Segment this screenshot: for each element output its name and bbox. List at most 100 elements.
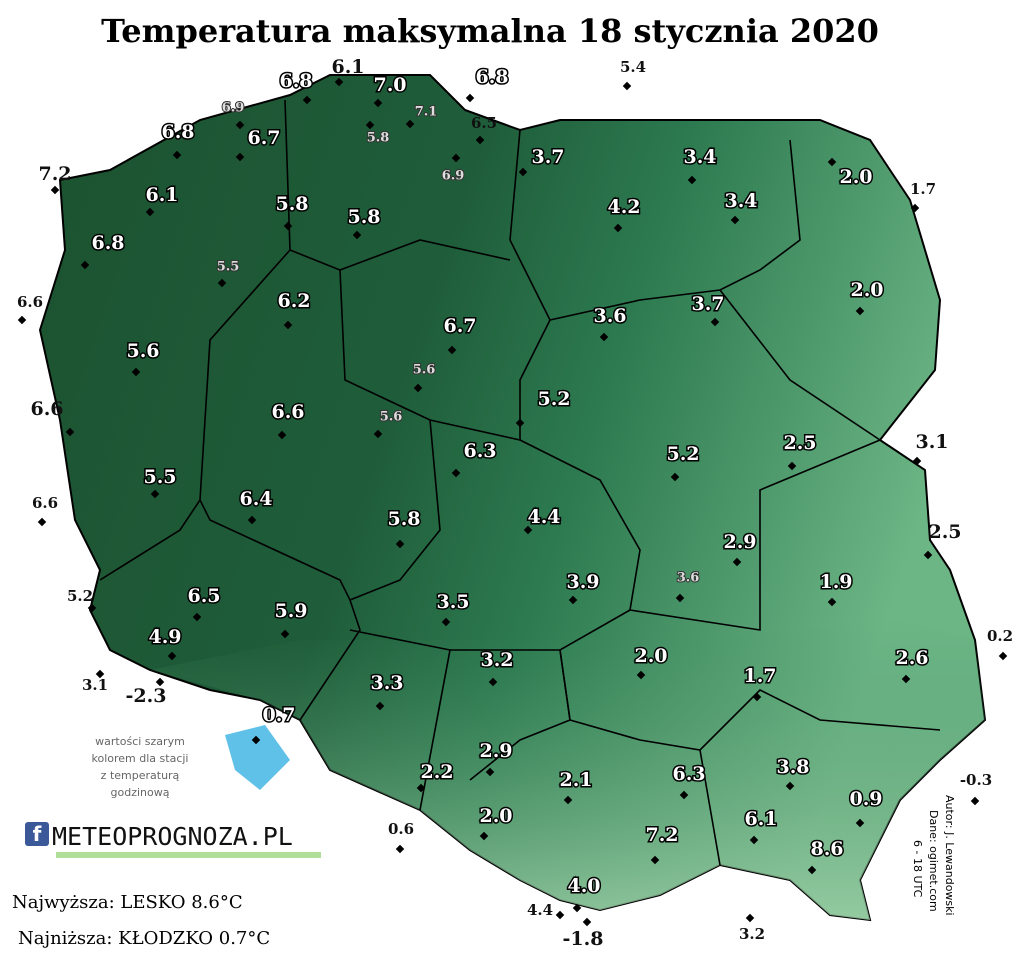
station-value: 0.7 bbox=[262, 704, 295, 726]
station-dot bbox=[787, 461, 797, 471]
station-value: 6.8 bbox=[279, 70, 312, 92]
station-dot bbox=[80, 260, 90, 270]
station-value: 2.2 bbox=[420, 761, 453, 783]
station-value: 5.6 bbox=[413, 363, 436, 378]
station-dot bbox=[451, 153, 461, 163]
station-dot bbox=[475, 135, 485, 145]
station-dot bbox=[745, 913, 755, 923]
station-value: 2.0 bbox=[479, 805, 512, 827]
station-dot bbox=[827, 597, 837, 607]
station-dot bbox=[599, 332, 609, 342]
station-value: 6.6 bbox=[17, 293, 43, 311]
station-dot bbox=[235, 120, 245, 130]
station-dot bbox=[283, 221, 293, 231]
station-value: 5.4 bbox=[620, 58, 646, 76]
station-value: 4.4 bbox=[527, 901, 553, 919]
station-value: 5.8 bbox=[347, 206, 380, 228]
station-dot bbox=[302, 95, 312, 105]
station-dot bbox=[283, 320, 293, 330]
station-dot bbox=[650, 855, 660, 865]
station-value: 2.0 bbox=[850, 279, 883, 301]
station-value: 6.7 bbox=[247, 127, 280, 149]
station-value: 3.4 bbox=[724, 190, 757, 212]
station-value: 6.8 bbox=[91, 232, 124, 254]
station-value: 6.1 bbox=[331, 56, 364, 78]
station-value: -0.3 bbox=[960, 771, 992, 789]
station-dot bbox=[582, 917, 592, 927]
station-dot bbox=[785, 781, 795, 791]
station-dot bbox=[277, 430, 287, 440]
station-value: 6.6 bbox=[271, 401, 304, 423]
station-value: 6.4 bbox=[239, 488, 272, 510]
station-value: 6.7 bbox=[443, 315, 476, 337]
station-dot bbox=[334, 77, 344, 87]
note-line: z temperaturą bbox=[101, 769, 180, 782]
station-dot bbox=[465, 93, 475, 103]
station-dot bbox=[563, 795, 573, 805]
station-dot bbox=[217, 278, 227, 288]
station-value: 5.2 bbox=[666, 443, 699, 465]
station-value: 2.0 bbox=[839, 166, 872, 188]
note-line: wartości szarym bbox=[95, 735, 185, 748]
station-dot bbox=[145, 207, 155, 217]
station-value: 2.9 bbox=[723, 531, 756, 553]
station-value: 3.3 bbox=[370, 672, 403, 694]
station-dot bbox=[416, 783, 426, 793]
note: wartości szarym kolorem dla stacji z tem… bbox=[92, 735, 189, 799]
station-value: 6.1 bbox=[145, 184, 178, 206]
station-dot bbox=[523, 525, 533, 535]
station-value: 7.2 bbox=[38, 163, 71, 185]
credit: Dane: ogimet.com bbox=[927, 810, 940, 912]
station-dot bbox=[710, 317, 720, 327]
station-value: 6.6 bbox=[32, 494, 58, 512]
station-value: 5.6 bbox=[380, 410, 403, 425]
station-value: 2.9 bbox=[479, 740, 512, 762]
station-dot bbox=[375, 701, 385, 711]
station-value: 3.6 bbox=[593, 305, 626, 327]
station-value: 6.9 bbox=[222, 101, 245, 116]
station-value: 7.0 bbox=[373, 74, 406, 96]
station-dot bbox=[37, 517, 47, 527]
station-value: 0.9 bbox=[849, 788, 882, 810]
title: Temperatura maksymalna 18 stycznia 2020 bbox=[101, 12, 879, 50]
station-dot bbox=[65, 427, 75, 437]
station-value: 1.7 bbox=[743, 665, 776, 687]
station-value: 6.8 bbox=[161, 121, 194, 143]
station-value: 5.9 bbox=[274, 600, 307, 622]
station-dot bbox=[131, 367, 141, 377]
station-value: 8.6 bbox=[810, 838, 843, 860]
station-dot bbox=[912, 456, 922, 466]
station-dot bbox=[855, 818, 865, 828]
station-dot bbox=[451, 468, 461, 478]
station-value: 3.7 bbox=[691, 293, 724, 315]
station-value: 3.8 bbox=[776, 756, 809, 778]
station-dot bbox=[395, 539, 405, 549]
station-dot bbox=[901, 674, 911, 684]
station-value: 3.5 bbox=[436, 591, 469, 613]
station-dot bbox=[373, 98, 383, 108]
station-dot bbox=[235, 152, 245, 162]
logo: f METEOPROGNOZA.PL bbox=[25, 822, 321, 858]
station-value: 0.2 bbox=[987, 627, 1013, 645]
station-dot bbox=[373, 429, 383, 439]
station-value: 7.2 bbox=[645, 824, 678, 846]
station-value: 2.5 bbox=[928, 521, 961, 543]
station-dot bbox=[670, 472, 680, 482]
station-value: 5.6 bbox=[126, 340, 159, 362]
station-dot bbox=[555, 910, 565, 920]
station-value: 5.8 bbox=[387, 508, 420, 530]
station-dot bbox=[50, 185, 60, 195]
station-value: 2.0 bbox=[634, 645, 667, 667]
station-dot bbox=[568, 595, 578, 605]
station-dot bbox=[365, 120, 375, 130]
station-value: 6.3 bbox=[463, 440, 496, 462]
station-value: 3.1 bbox=[915, 431, 948, 453]
station-dot bbox=[622, 81, 632, 91]
station-value: 3.7 bbox=[531, 146, 564, 168]
station-value: 0.6 bbox=[388, 820, 414, 838]
station-dot bbox=[413, 383, 423, 393]
station-value: 4.9 bbox=[148, 626, 181, 648]
credit: 6 - 18 UTC bbox=[911, 840, 924, 898]
station-dot bbox=[352, 230, 362, 240]
